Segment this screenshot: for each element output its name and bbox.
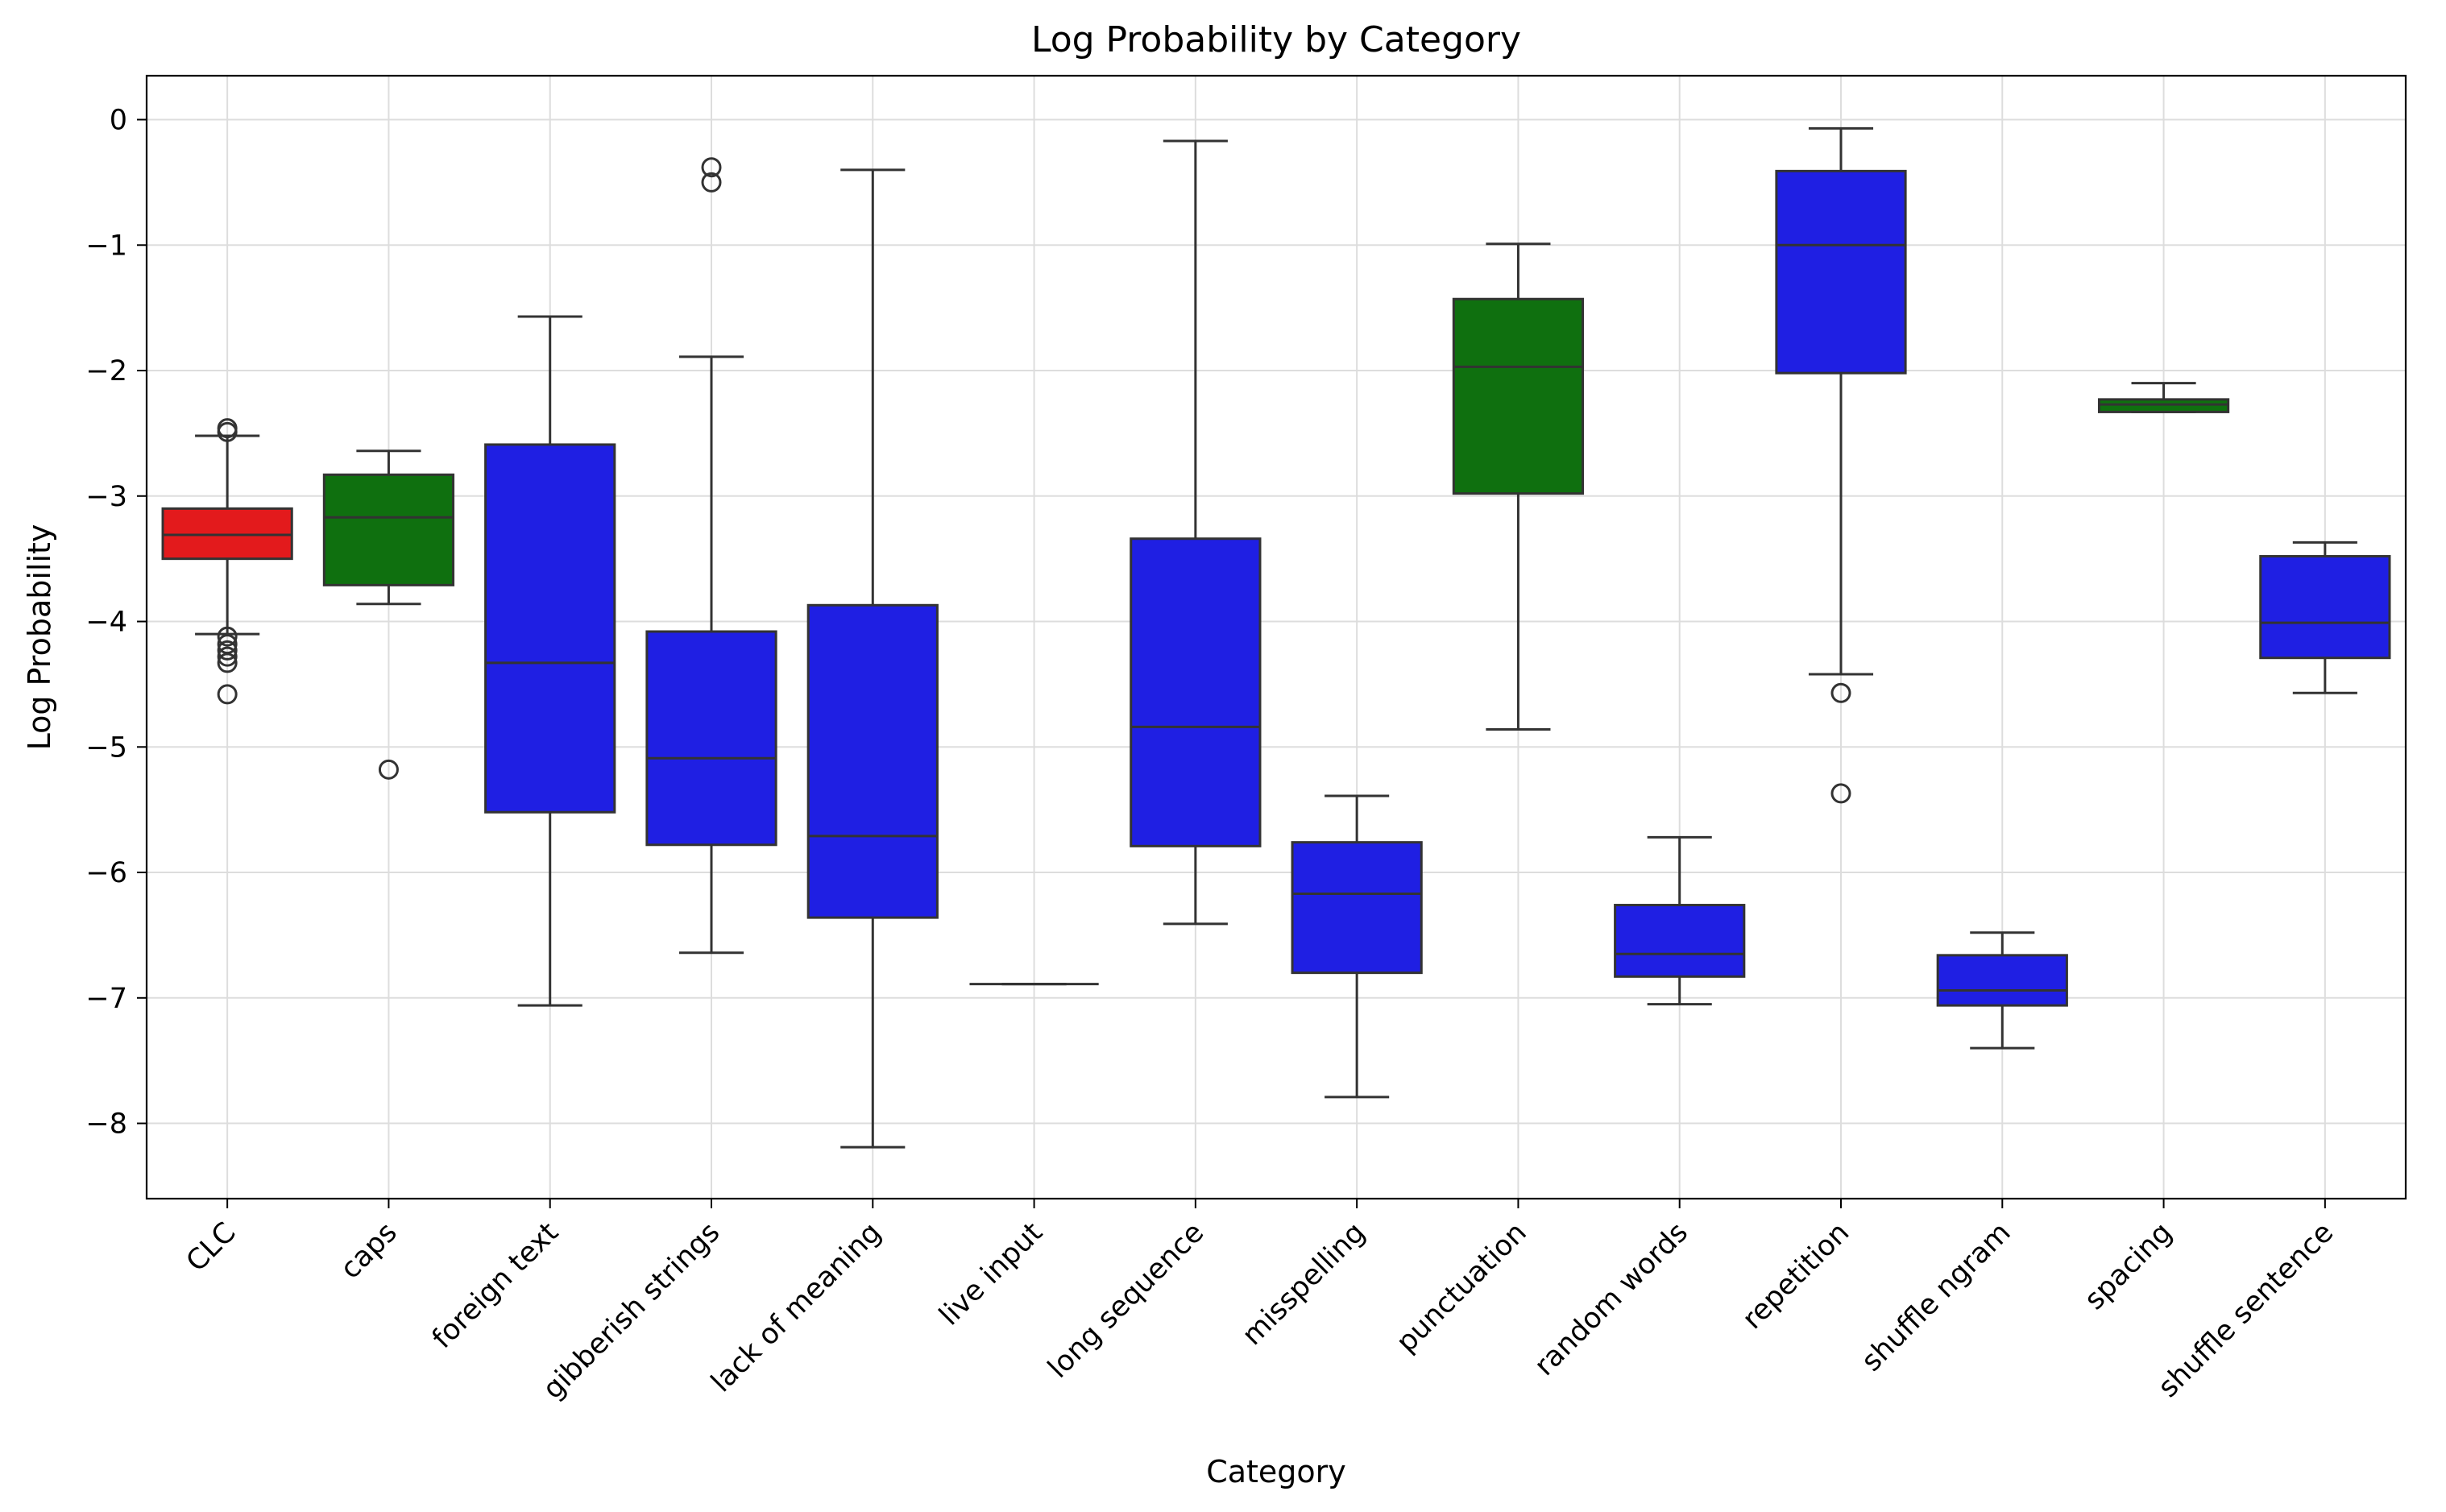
box-iqr <box>161 507 293 561</box>
box-shuffle-ngram <box>1936 931 2068 1050</box>
box-iqr <box>1614 904 1746 978</box>
outlier-point <box>378 759 399 780</box>
box-clc <box>161 418 293 705</box>
grid-lines <box>147 76 2406 1199</box>
y-axis-label: Log Probability <box>22 524 57 751</box>
box-iqr <box>1452 297 1585 495</box>
y-tick-label: −8 <box>85 1108 127 1141</box>
outlier-point <box>217 421 238 442</box>
box-repetition <box>1775 126 1907 804</box>
box-foreign-text <box>484 315 616 1007</box>
box-iqr <box>1936 954 2068 1007</box>
box-iqr <box>645 630 777 847</box>
box-caps <box>322 449 455 780</box>
outlier-point <box>1830 682 1851 703</box>
box-iqr <box>2097 398 2230 413</box>
box-shuffle-sentence <box>2259 541 2391 694</box>
y-tick-label: −5 <box>85 731 127 764</box>
box-punctuation <box>1452 242 1585 731</box>
box-iqr <box>1775 169 1907 375</box>
outlier-point <box>217 684 238 705</box>
outlier-point <box>217 626 238 647</box>
y-tick-label: −7 <box>85 983 127 1015</box>
box-iqr <box>322 473 455 586</box>
box-series <box>161 126 2391 1149</box>
plot-area-frame <box>145 74 2407 1200</box>
box-iqr <box>806 603 939 919</box>
x-axis-label: Category <box>1206 1454 1346 1489</box>
outlier-point <box>701 157 722 178</box>
box-iqr <box>2259 555 2391 660</box>
outlier-point <box>701 172 722 193</box>
y-tick-label: −6 <box>85 857 127 889</box>
y-tick-label: −1 <box>85 230 127 262</box>
box-iqr <box>1291 841 1423 975</box>
box-iqr <box>484 443 616 814</box>
outlier-point <box>1830 783 1851 804</box>
y-tick-label: −3 <box>85 481 127 513</box>
outlier-point <box>217 640 238 661</box>
y-tick-label: −4 <box>85 607 127 639</box>
box-iqr <box>1130 537 1262 847</box>
y-axis-ticks: 0 −1 −2 −3 −4 −5 −6 −7 −8 <box>85 105 147 1141</box>
outlier-point <box>217 652 238 673</box>
box-random-words <box>1614 835 1746 1006</box>
box-spacing <box>2097 382 2230 413</box>
y-tick-label: 0 <box>110 105 127 137</box>
chart-title: Log Probability by Category <box>1031 19 1521 60</box>
box-lack-of-meaning <box>806 168 939 1149</box>
box-long-sequence <box>1130 139 1262 926</box>
box-misspelling <box>1291 794 1423 1099</box>
box-gibberish-strings <box>645 157 777 955</box>
y-tick-label: −2 <box>85 355 127 387</box>
outlier-point <box>217 646 238 667</box>
